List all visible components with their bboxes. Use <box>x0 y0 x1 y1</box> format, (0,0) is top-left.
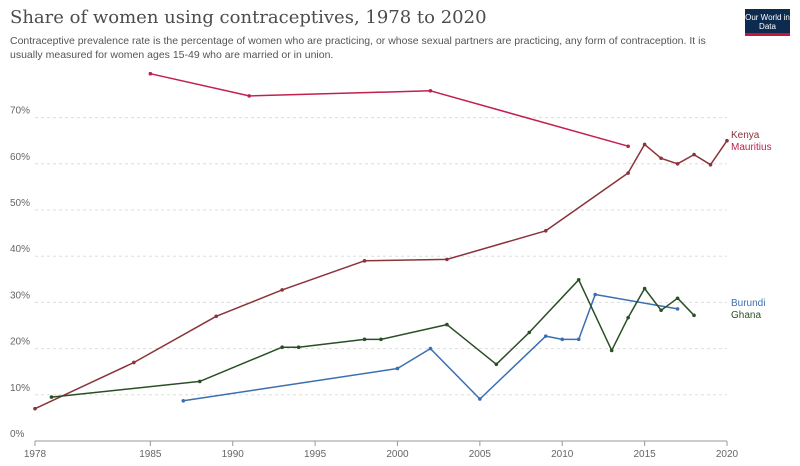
data-point-ghana <box>197 379 202 384</box>
data-point-mauritius <box>428 89 433 93</box>
data-point-burundi <box>428 346 433 351</box>
series-lines <box>33 71 729 411</box>
y-tick-label: 40% <box>10 244 30 255</box>
data-point-ghana <box>675 296 680 301</box>
data-point-mauritius <box>626 144 630 149</box>
x-axis: 1978 1985 1990 1995 2000 2005 2010 2015 2020 <box>24 440 739 460</box>
y-tick-label: 50% <box>10 198 30 209</box>
x-tick-label: 1990 <box>222 449 245 460</box>
data-point-kenya <box>708 162 713 167</box>
data-point-burundi <box>181 399 186 403</box>
series-label-ghana: Ghana <box>731 310 761 321</box>
y-tick-label: 0% <box>10 429 25 440</box>
data-point-ghana <box>280 345 284 350</box>
x-tick-label: 2005 <box>469 449 492 460</box>
y-tick-label: 30% <box>10 290 30 301</box>
y-tick-label: 70% <box>10 106 30 117</box>
data-point-burundi <box>560 337 565 342</box>
y-tick-label: 60% <box>10 152 30 163</box>
data-point-mauritius <box>247 94 251 98</box>
data-point-ghana <box>659 308 663 313</box>
series-line-mauritius <box>150 72 629 147</box>
data-point-kenya <box>362 259 367 263</box>
data-point-kenya <box>445 257 449 262</box>
data-point-kenya <box>725 138 729 143</box>
data-point-ghana <box>527 330 532 335</box>
data-point-burundi <box>576 337 581 342</box>
data-point-ghana <box>362 337 367 342</box>
x-tick-label: 1995 <box>304 449 327 460</box>
owid-logo[interactable]: Our World in Data <box>745 9 790 36</box>
data-point-ghana <box>626 315 630 320</box>
series-line-ghana <box>51 279 695 398</box>
x-tick-label: 2015 <box>633 449 656 460</box>
x-tick-label: 1978 <box>24 449 47 460</box>
data-point-burundi <box>593 292 597 297</box>
x-tick-label: 2020 <box>716 449 739 460</box>
data-point-burundi <box>478 397 482 401</box>
chart-subtitle: Contraceptive prevalence rate is the per… <box>10 35 706 61</box>
data-point-burundi <box>395 366 400 371</box>
data-point-kenya <box>280 288 284 292</box>
series-label-mauritius: Mauritius <box>731 142 772 153</box>
y-axis-ticks: 0% 10% 20% 30% 40% 50% 60% 70% <box>10 106 30 440</box>
data-point-ghana <box>49 395 54 399</box>
series-line-kenya <box>34 140 728 410</box>
data-point-ghana <box>296 345 301 350</box>
data-point-kenya <box>659 156 663 161</box>
data-point-ghana <box>494 362 499 367</box>
data-point-ghana <box>379 337 383 342</box>
data-point-kenya <box>675 162 680 166</box>
y-tick-label: 10% <box>10 383 30 394</box>
data-point-ghana <box>642 286 647 291</box>
data-point-ghana <box>692 313 696 318</box>
data-point-kenya <box>214 314 219 319</box>
data-point-ghana <box>445 322 449 327</box>
chart-title: Share of women using contraceptives, 197… <box>10 7 487 28</box>
data-point-kenya <box>642 142 647 147</box>
data-point-ghana <box>576 277 581 282</box>
data-point-kenya <box>543 228 548 233</box>
y-tick-label: 20% <box>10 337 30 348</box>
x-tick-label: 1985 <box>139 449 162 460</box>
series-label-burundi: Burundi <box>731 298 765 309</box>
data-point-kenya <box>692 152 696 157</box>
grid-lines <box>35 117 727 396</box>
data-point-burundi <box>543 334 548 338</box>
x-tick-label: 2000 <box>386 449 409 460</box>
data-point-kenya <box>132 360 136 365</box>
data-point-mauritius <box>148 71 153 76</box>
data-point-ghana <box>609 348 614 353</box>
data-point-kenya <box>626 171 630 175</box>
x-tick-label: 2010 <box>551 449 574 460</box>
series-label-kenya: Kenya <box>731 130 760 141</box>
data-point-kenya <box>33 406 37 411</box>
data-point-burundi <box>675 307 680 311</box>
